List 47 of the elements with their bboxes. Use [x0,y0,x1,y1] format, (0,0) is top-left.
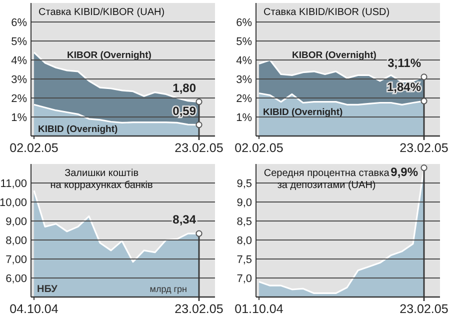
y-tick-label: 6% [11,16,28,29]
y-tick-label: 9,0 [236,196,252,209]
y-tick-label: 8,00 [6,234,27,247]
y-tick-label: 3% [11,74,28,86]
series-label: KIBOR (Overnight) [67,50,152,61]
y-tick-label: 7,5 [236,254,252,266]
y-tick-label: 5% [236,36,252,48]
text: Залишки коштів на коррахунках банків [50,168,153,191]
y-tick-label: 7,0 [236,272,252,285]
chart-title: Ставка KIBID/KIBOR (USD) [264,7,390,18]
y-tick-label: 2% [236,92,252,105]
x-tick-label: 23.02.05 [174,302,224,316]
y-tick-label: 5% [11,36,28,48]
y-tick-label: 4% [236,54,252,67]
y-tick-label: 3% [236,74,252,86]
y-tick-label: 2% [11,92,28,105]
y-tick-label: 10,00 [0,196,27,209]
x-tick-label: 02.02.05 [10,141,58,155]
series-label: KIBID (Overnight) [263,106,343,118]
series-label: KIBID (Overnight) [38,124,118,135]
y-tick-label: 1% [236,112,252,124]
y-tick-label: 9,00 [6,216,27,228]
y-tick-label: 7,00 [6,254,27,266]
annotation: млрд грн [150,284,188,294]
x-tick-label: 04.10.04 [10,302,58,316]
y-tick-label: 6,00 [6,272,27,285]
x-tick-label: 23.02.05 [174,141,224,155]
chart-title: Ставка KIBID/KIBOR (UAH) [38,7,165,18]
data-label: 0,59 [172,104,196,118]
y-tick-label: 9,5 [236,178,252,190]
x-tick-label: 23.02.05 [400,141,448,155]
data-label: 1,84% [386,80,422,94]
data-label: 1,80 [172,80,196,95]
y-tick-label: 4% [11,54,28,67]
series-label: KIBOR (Overnight) [292,50,376,61]
data-label: 3,11% [388,56,422,70]
annotation: НБУ [37,284,58,295]
y-tick-label: 8,0 [236,234,252,247]
y-tick-label: 8,5 [236,216,252,228]
y-tick-label: 11,00 [0,178,27,190]
x-tick-label: 01.10.04 [234,302,284,316]
y-tick-label: 1% [11,112,28,124]
x-tick-label: 02.02.05 [234,141,284,155]
y-tick-label: 6% [236,16,252,29]
text: Середня процентна ставка за депозитами (UAH) [264,168,390,191]
data-label: 9,9% [390,164,418,179]
x-tick-label: 23.02.05 [400,302,448,316]
